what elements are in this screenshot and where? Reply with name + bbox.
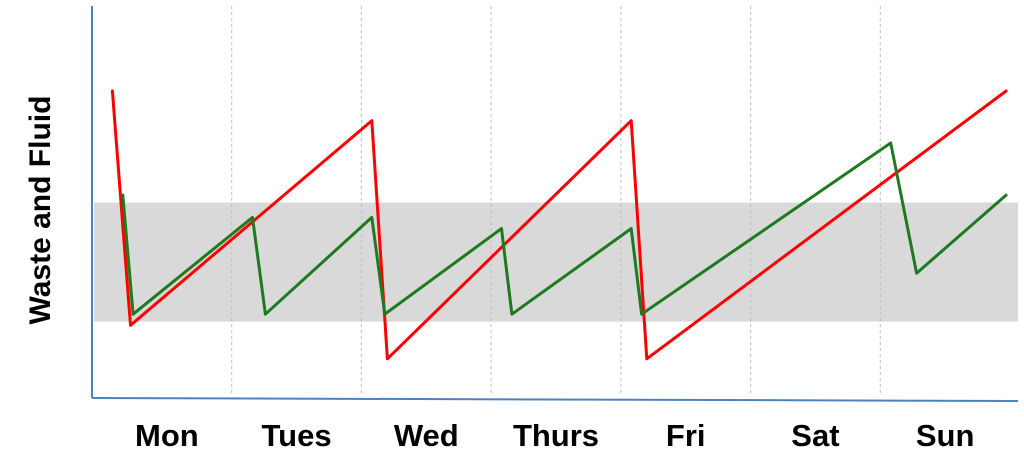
- tick-label-mon: Mon: [135, 418, 199, 453]
- series-line-1: [110, 89, 1008, 361]
- vertical-gridlines: [231, 6, 881, 396]
- series-layer: [110, 89, 1008, 361]
- tick-label-fri: Fri: [666, 418, 706, 453]
- tick-label-sat: Sat: [791, 418, 839, 453]
- series-line-2: [121, 141, 1008, 316]
- tick-label-wed: Wed: [394, 418, 459, 453]
- x-axis-tick-labels: Mon Tues Wed Thurs Fri Sat Sun: [135, 418, 974, 453]
- x-axis: [91, 397, 1019, 402]
- tick-label-sun: Sun: [916, 418, 975, 453]
- y-axis-label: Waste and Fluid: [24, 96, 57, 325]
- tick-label-tues: Tues: [262, 418, 332, 453]
- tick-label-thurs: Thurs: [513, 418, 599, 453]
- target-range-band: [94, 202, 1018, 322]
